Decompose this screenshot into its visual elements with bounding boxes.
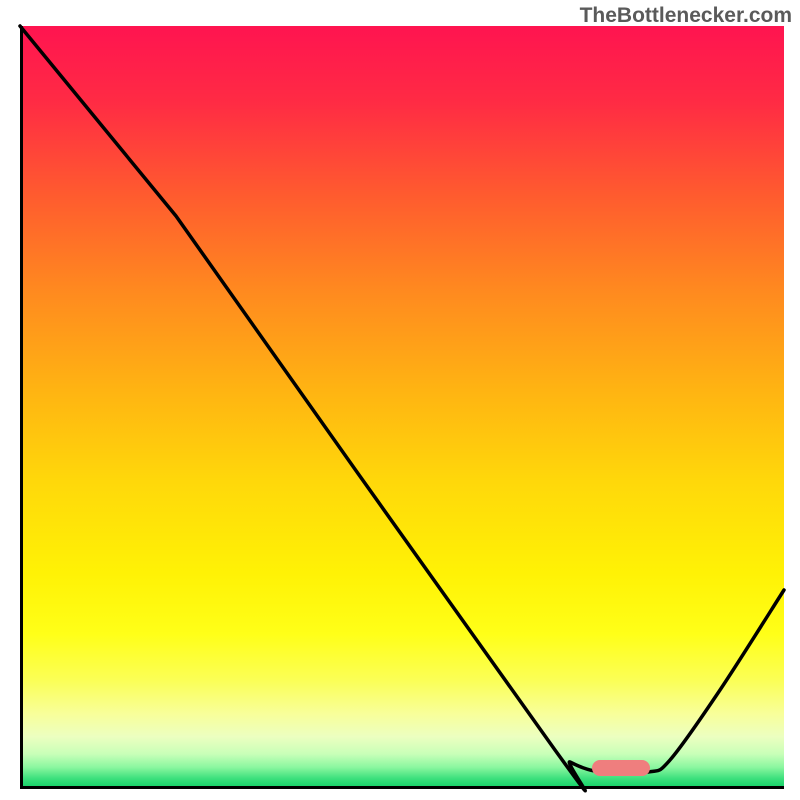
- optimum-marker: [592, 760, 650, 776]
- watermark-text: TheBottlenecker.com: [580, 4, 792, 28]
- curve-path: [20, 26, 784, 791]
- bottleneck-curve: [0, 0, 800, 800]
- chart-container: TheBottlenecker.com: [0, 0, 800, 800]
